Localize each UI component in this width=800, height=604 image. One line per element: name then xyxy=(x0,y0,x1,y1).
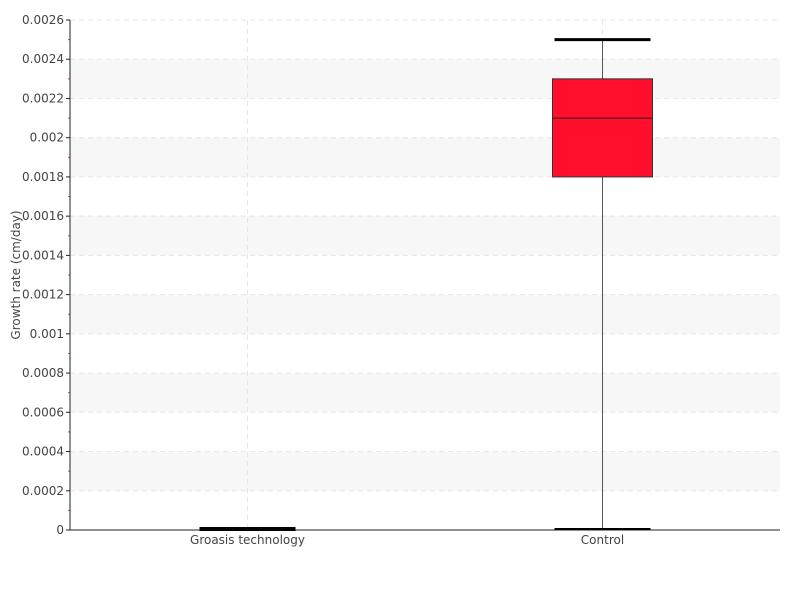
grid-band xyxy=(70,451,780,491)
grid-band xyxy=(70,59,780,99)
grid-band xyxy=(70,294,780,334)
y-tick-label: 0.002 xyxy=(30,131,64,145)
y-tick-label: 0.0026 xyxy=(22,13,64,27)
y-tick-label: 0.0008 xyxy=(22,366,64,380)
y-tick-label: 0.0002 xyxy=(22,484,64,498)
x-tick-label: Control xyxy=(581,533,624,547)
y-tick-label: 0.0014 xyxy=(22,248,64,262)
y-tick-label: 0.0012 xyxy=(22,288,64,302)
y-tick-label: 0.0018 xyxy=(22,170,64,184)
collapsed-box xyxy=(199,527,296,531)
y-axis-label: Growth rate (cm/day) xyxy=(9,210,23,339)
y-tick-label: 0.001 xyxy=(30,327,64,341)
y-tick-label: 0.0006 xyxy=(22,405,64,419)
y-tick-label: 0.0016 xyxy=(22,209,64,223)
y-tick-label: 0.0024 xyxy=(22,52,64,66)
x-tick-label: Groasis technology xyxy=(190,533,305,547)
grid-band xyxy=(70,373,780,413)
y-tick-label: 0.0004 xyxy=(22,445,64,459)
y-tick-label: 0 xyxy=(56,523,64,537)
grid-band xyxy=(70,216,780,256)
box xyxy=(552,78,653,178)
grid-band xyxy=(70,137,780,177)
y-tick-label: 0.0022 xyxy=(22,91,64,105)
